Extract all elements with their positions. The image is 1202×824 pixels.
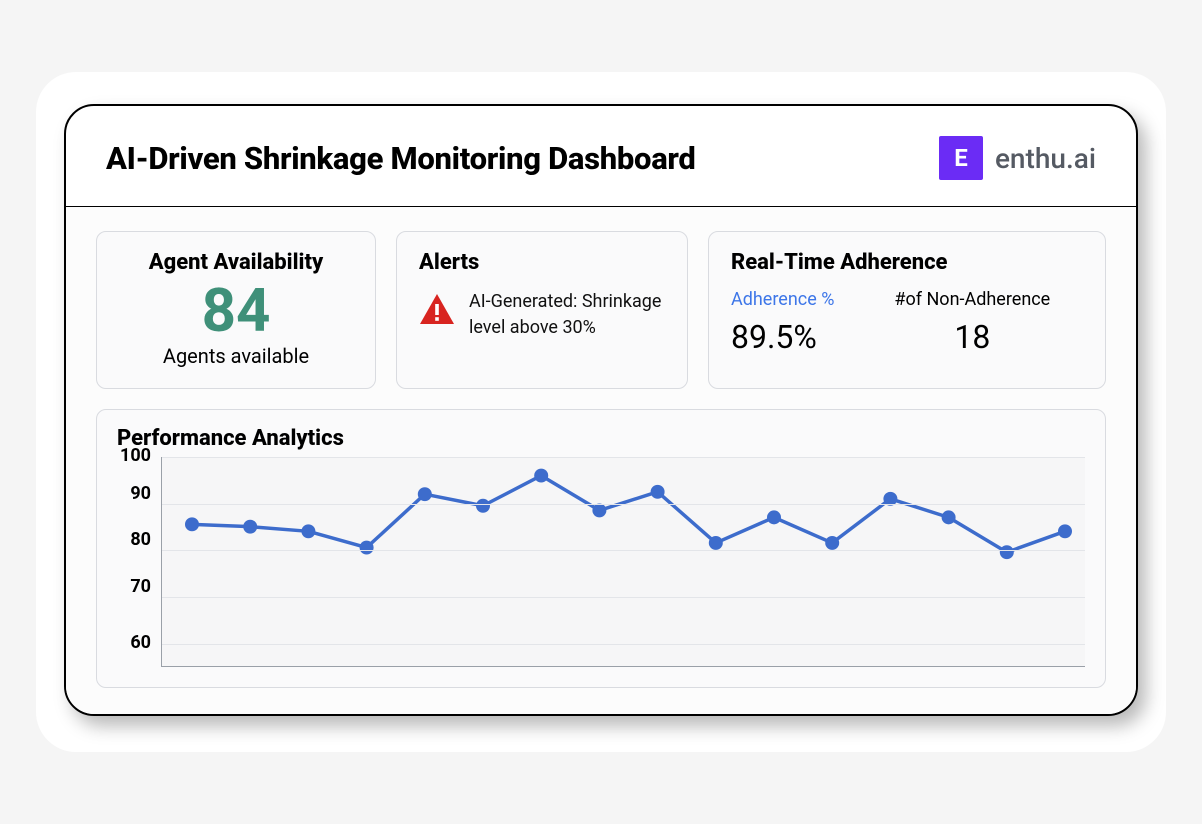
alerts-card: Alerts AI-Generated: Shrinkage level abo… xyxy=(396,231,688,389)
performance-analytics-card: Performance Analytics 100 90 80 70 60 xyxy=(96,409,1106,688)
alerts-title: Alerts xyxy=(419,250,665,275)
chart-data-point[interactable] xyxy=(301,524,315,538)
chart-data-point[interactable] xyxy=(534,469,548,483)
alert-row: AI-Generated: Shrinkage level above 30% xyxy=(419,289,665,341)
chart-gridline xyxy=(162,597,1085,598)
adherence-percent-value: 89.5% xyxy=(731,318,834,356)
non-adherence-label: #of Non-Adherence xyxy=(894,289,1050,310)
dashboard-frame: AI-Driven Shrinkage Monitoring Dashboard… xyxy=(64,104,1138,716)
adherence-columns: Adherence % 89.5% #of Non-Adherence 18 xyxy=(731,289,1083,356)
availability-value: 84 xyxy=(119,279,353,342)
chart-data-point[interactable] xyxy=(418,487,432,501)
brand[interactable]: E enthu.ai xyxy=(939,136,1096,180)
chart-gridline xyxy=(162,457,1085,458)
chart-data-point[interactable] xyxy=(1058,524,1072,538)
header: AI-Driven Shrinkage Monitoring Dashboard… xyxy=(66,106,1136,207)
brand-badge-icon: E xyxy=(939,136,983,180)
agent-availability-card: Agent Availability 84 Agents available xyxy=(96,231,376,389)
chart-gridline xyxy=(162,550,1085,551)
adherence-percent-col: Adherence % 89.5% xyxy=(731,289,834,356)
chart-data-point[interactable] xyxy=(360,541,374,555)
warning-icon xyxy=(419,293,455,329)
chart-y-tick: 70 xyxy=(130,578,151,596)
chart-data-point[interactable] xyxy=(767,510,781,524)
chart-data-point[interactable] xyxy=(709,536,723,550)
chart-data-point[interactable] xyxy=(476,499,490,513)
chart-y-tick: 90 xyxy=(130,485,151,503)
chart-data-point[interactable] xyxy=(651,485,665,499)
adherence-card: Real-Time Adherence Adherence % 89.5% #o… xyxy=(708,231,1106,389)
non-adherence-col: #of Non-Adherence 18 xyxy=(894,289,1050,356)
chart-y-axis: 10090807060 xyxy=(111,457,161,667)
chart-line-series xyxy=(162,457,1085,666)
chart-data-point[interactable] xyxy=(825,536,839,550)
chart-y-tick: 80 xyxy=(130,531,151,549)
page-title: AI-Driven Shrinkage Monitoring Dashboard xyxy=(106,140,696,177)
availability-subtitle: Agents available xyxy=(119,344,353,368)
chart-data-point[interactable] xyxy=(185,517,199,531)
brand-name: enthu.ai xyxy=(995,142,1096,175)
outer-card: AI-Driven Shrinkage Monitoring Dashboard… xyxy=(36,72,1166,752)
chart-plot-area xyxy=(161,457,1085,667)
chart-data-point[interactable] xyxy=(942,510,956,524)
cards-row: Agent Availability 84 Agents available A… xyxy=(96,231,1106,389)
dashboard-body: Agent Availability 84 Agents available A… xyxy=(66,207,1136,714)
non-adherence-value: 18 xyxy=(894,318,1050,356)
chart-data-point[interactable] xyxy=(592,503,606,517)
chart-data-point[interactable] xyxy=(1000,545,1014,559)
chart-data-point[interactable] xyxy=(243,520,257,534)
adherence-percent-label[interactable]: Adherence % xyxy=(731,289,834,310)
availability-title: Agent Availability xyxy=(119,250,353,275)
alert-text: AI-Generated: Shrinkage level above 30% xyxy=(469,289,665,341)
chart-y-tick: 100 xyxy=(120,447,151,465)
chart-y-tick: 60 xyxy=(130,634,151,652)
chart-gridline xyxy=(162,644,1085,645)
performance-title: Performance Analytics xyxy=(117,426,1085,451)
chart-wrap: 10090807060 xyxy=(111,457,1085,667)
chart-gridline xyxy=(162,504,1085,505)
adherence-title: Real-Time Adherence xyxy=(731,250,1083,275)
